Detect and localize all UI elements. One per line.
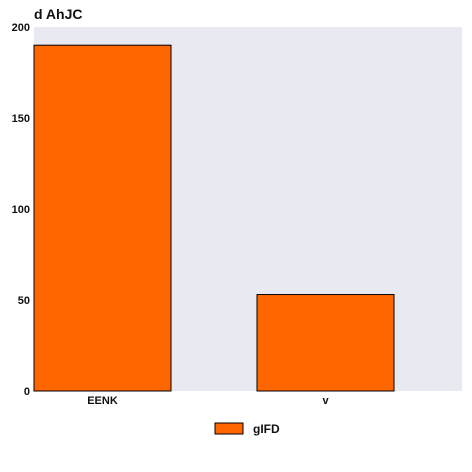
bars [33, 44, 395, 392]
y-tick-label: 150 [12, 113, 30, 125]
y-tick-label: 50 [18, 295, 30, 307]
bar-2 [256, 294, 395, 392]
x-tick-label: v [322, 395, 329, 407]
y-axis-ticks: 0 50 100 150 200 [12, 22, 30, 398]
y-tick-label: 0 [24, 386, 30, 398]
x-axis-ticks: EENK v [87, 395, 329, 407]
y-tick-label: 200 [12, 22, 30, 34]
legend-label: gIFD [253, 422, 280, 436]
x-tick-label: EENK [87, 395, 118, 407]
legend-swatch [214, 422, 244, 435]
chart-title: d AhJC [34, 6, 82, 22]
y-tick-label: 100 [12, 204, 30, 216]
legend: gIFD [214, 422, 280, 436]
bar-1 [33, 44, 172, 392]
